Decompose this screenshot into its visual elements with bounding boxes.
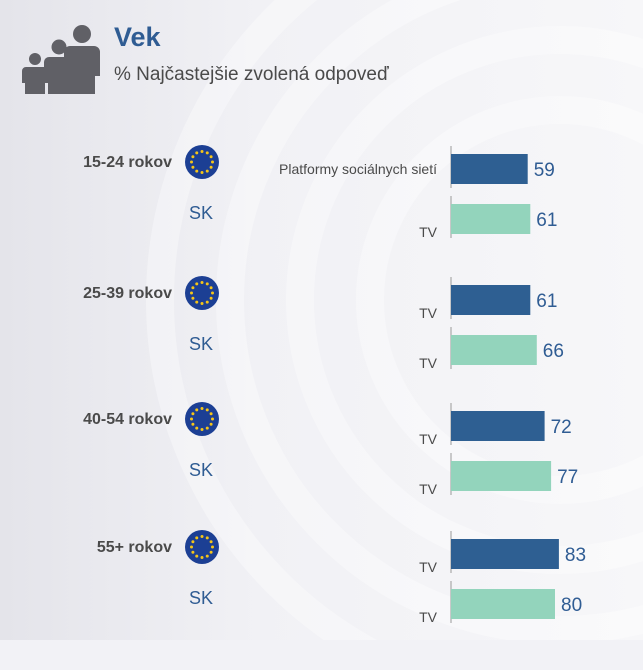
eu-flag-disc xyxy=(185,530,219,564)
eu-flag-star xyxy=(200,171,204,174)
eu-flag-star xyxy=(205,408,209,412)
eu-flag-star xyxy=(190,417,193,421)
age-label: 25-39 rokov xyxy=(83,285,172,302)
eu-flag-star xyxy=(195,536,199,540)
eu-bar xyxy=(451,539,559,569)
eu-flag-disc xyxy=(185,145,219,179)
eu-flag-star xyxy=(209,540,213,544)
eu-flag-star xyxy=(205,282,209,286)
sk-value-label: 80 xyxy=(561,595,582,616)
eu-flag-star xyxy=(191,165,195,169)
eu-flag-star xyxy=(200,281,204,284)
eu-flag-star xyxy=(190,545,193,549)
eu-flag-star xyxy=(195,554,199,558)
eu-flag-star xyxy=(211,545,214,549)
background-decoration xyxy=(0,0,643,640)
eu-flag-star xyxy=(190,291,193,295)
sk-answer-label: TV xyxy=(419,224,438,240)
sk-bar xyxy=(451,204,531,234)
eu-flag-star xyxy=(205,169,209,173)
eu-flag-star xyxy=(211,160,214,164)
eu-flag-star xyxy=(200,428,204,431)
eu-flag-star xyxy=(195,282,199,286)
age-group-2: 25-39 rokov SK TV 61 TV 66 xyxy=(83,276,564,371)
eu-flag-star xyxy=(211,291,214,295)
eu-flag-icon xyxy=(185,530,219,564)
eu-flag-star xyxy=(191,550,195,554)
page-subtitle: % Najčastejšie zvolená odpoveď xyxy=(114,64,389,85)
bar-chart: 15-24 rokov SK Platformy sociálnych sietí 5… xyxy=(83,145,586,625)
eu-flag-star xyxy=(209,550,213,554)
eu-answer-label: TV xyxy=(419,431,438,447)
eu-flag-star xyxy=(191,155,195,159)
eu-flag-disc xyxy=(185,402,219,436)
eu-flag-star xyxy=(205,554,209,558)
people-silhouettes-icon xyxy=(22,25,100,94)
sk-label: SK xyxy=(189,334,213,354)
sk-bar xyxy=(451,335,537,365)
eu-flag-star xyxy=(211,417,214,421)
eu-flag-star xyxy=(195,169,199,173)
eu-value-label: 59 xyxy=(534,160,555,181)
chart-panel: Vek % Najčastejšie zvolená odpoveď 15-24… xyxy=(0,0,643,640)
sk-label: SK xyxy=(189,203,213,223)
sk-answer-label: TV xyxy=(419,355,438,371)
eu-flag-star xyxy=(205,300,209,304)
eu-flag-star xyxy=(209,412,213,416)
eu-flag-star xyxy=(195,300,199,304)
sk-bar xyxy=(451,461,552,491)
footer-strip xyxy=(0,640,643,670)
eu-flag-star xyxy=(205,426,209,430)
age-group-1: 15-24 rokov SK Platformy sociálnych sietí 5… xyxy=(83,145,557,240)
age-label: 15-24 rokov xyxy=(83,154,172,171)
eu-value-label: 83 xyxy=(565,545,586,566)
eu-flag-star xyxy=(191,296,195,300)
eu-answer-label: TV xyxy=(419,305,438,321)
eu-flag-star xyxy=(200,302,204,305)
eu-flag-star xyxy=(205,536,209,540)
sk-value-label: 66 xyxy=(543,341,564,362)
age-group-4: 55+ rokov SK TV 83 TV 80 xyxy=(97,530,586,625)
eu-flag-star xyxy=(200,556,204,559)
eu-flag-star xyxy=(191,540,195,544)
sk-answer-label: TV xyxy=(419,481,438,497)
eu-flag-star xyxy=(205,151,209,155)
eu-flag-star xyxy=(195,426,199,430)
eu-bar xyxy=(451,285,531,315)
eu-flag-star xyxy=(191,412,195,416)
eu-answer-label: Platformy sociálnych sietí xyxy=(279,161,437,177)
sk-answer-label: TV xyxy=(419,609,438,625)
eu-flag-icon xyxy=(185,276,219,310)
eu-flag-star xyxy=(191,286,195,290)
eu-bar xyxy=(451,411,545,441)
age-label: 40-54 rokov xyxy=(83,411,172,428)
sk-label: SK xyxy=(189,460,213,480)
sk-bar xyxy=(451,589,555,619)
sk-label: SK xyxy=(189,588,213,608)
eu-flag-star xyxy=(200,150,204,153)
eu-flag-star xyxy=(209,296,213,300)
age-label: 55+ rokov xyxy=(97,539,172,556)
eu-flag-star xyxy=(209,422,213,426)
eu-flag-star xyxy=(209,155,213,159)
eu-bar xyxy=(451,154,528,184)
page-title: Vek xyxy=(114,22,161,52)
eu-flag-star xyxy=(200,407,204,410)
eu-flag-icon xyxy=(185,145,219,179)
eu-flag-icon xyxy=(185,402,219,436)
eu-flag-star xyxy=(195,408,199,412)
eu-value-label: 72 xyxy=(551,417,572,438)
eu-flag-star xyxy=(209,286,213,290)
eu-flag-star xyxy=(190,160,193,164)
eu-flag-star xyxy=(191,422,195,426)
eu-flag-star xyxy=(209,165,213,169)
eu-answer-label: TV xyxy=(419,559,438,575)
eu-flag-disc xyxy=(185,276,219,310)
eu-flag-star xyxy=(200,535,204,538)
sk-value-label: 77 xyxy=(557,467,578,488)
age-group-3: 40-54 rokov SK TV 72 TV 77 xyxy=(83,402,578,497)
sk-value-label: 61 xyxy=(536,210,557,231)
eu-value-label: 61 xyxy=(536,291,557,312)
eu-flag-star xyxy=(195,151,199,155)
